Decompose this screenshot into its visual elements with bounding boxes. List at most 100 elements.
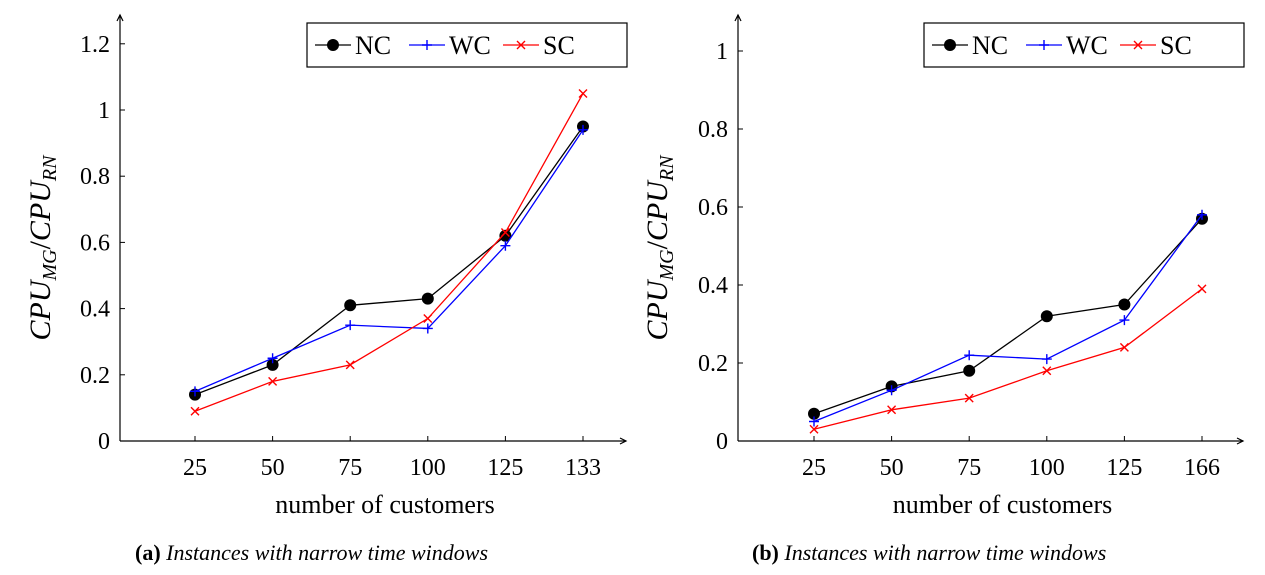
data-point <box>1119 342 1129 352</box>
x-tick-label: 125 <box>1106 455 1142 481</box>
series-WC <box>809 209 1207 427</box>
y-axis-label: CPUMG/CPURN <box>641 154 678 341</box>
legend-box <box>306 22 628 68</box>
series-NC <box>808 212 1208 420</box>
y-axis-label-part: / <box>24 240 57 249</box>
y-tick-label: 0.6 <box>80 230 110 256</box>
y-axis-label-part: RN <box>656 154 678 182</box>
data-point <box>578 124 588 135</box>
series-SC <box>809 284 1207 434</box>
legend-box <box>923 22 1245 68</box>
data-point <box>267 353 278 364</box>
series-line <box>813 288 1203 430</box>
legend-marker <box>422 40 432 50</box>
x-axis-label: number of customers <box>893 490 1113 519</box>
data-point <box>1118 298 1131 311</box>
y-tick-label: 1.2 <box>80 32 110 58</box>
data-point <box>500 240 511 251</box>
series-line <box>813 218 1203 415</box>
panel-caption-text: Instances with narrow time windows <box>165 540 488 565</box>
y-axis-arrow <box>734 13 742 22</box>
x-tick-label: 50 <box>880 455 904 481</box>
x-tick-label: 25 <box>802 455 826 481</box>
legend: NC WC SC <box>923 22 1245 68</box>
data-point <box>1197 284 1207 294</box>
data-point <box>422 323 433 334</box>
legend-label: NC <box>355 31 391 60</box>
y-axis-arrow <box>116 13 124 22</box>
x-tick-label: 166 <box>1184 455 1220 481</box>
y-tick-label: 0.2 <box>80 363 110 389</box>
legend-marker <box>944 39 956 51</box>
data-point <box>1040 310 1053 323</box>
series-WC <box>190 124 588 397</box>
data-point <box>578 88 588 98</box>
data-point <box>345 360 355 370</box>
data-point <box>809 416 819 427</box>
x-tick-label: 75 <box>957 455 981 481</box>
data-point <box>423 314 433 324</box>
x-axis-label: number of customers <box>275 490 495 519</box>
panel-caption: (b) Instances with narrow time windows <box>752 540 1106 565</box>
legend-marker <box>327 39 339 51</box>
x-tick-label: 133 <box>565 455 601 481</box>
y-tick-label: 1 <box>98 98 110 124</box>
data-point <box>500 227 510 237</box>
legend-marker <box>1039 40 1049 50</box>
legend-marker <box>516 40 526 50</box>
x-tick-label: 100 <box>410 455 446 481</box>
x-axis-arrow <box>1236 437 1245 445</box>
x-tick-label: 125 <box>487 455 523 481</box>
data-point <box>1197 209 1207 220</box>
data-point <box>808 407 820 420</box>
legend-label: WC <box>449 31 491 60</box>
legend-label: SC <box>543 31 575 60</box>
data-point <box>345 320 356 331</box>
data-point <box>887 405 897 415</box>
legend-label: SC <box>1160 31 1192 60</box>
y-axis-label-part: / <box>641 240 674 249</box>
y-tick-label: 0.8 <box>80 164 110 190</box>
data-point <box>886 385 897 396</box>
x-tick-label: 75 <box>338 455 362 481</box>
y-axis-label-part: CPU <box>641 179 674 241</box>
y-tick-label: 0.4 <box>698 273 728 299</box>
series-line <box>813 214 1203 423</box>
x-tick-label: 50 <box>261 455 285 481</box>
y-axis-label-part: CPU <box>641 278 674 340</box>
data-point <box>1041 354 1052 365</box>
y-axis-label-part: CPU <box>24 179 57 241</box>
y-axis-label-part: RN <box>39 154 61 182</box>
series-line <box>194 93 584 412</box>
data-point <box>963 364 976 377</box>
y-tick-label: 0 <box>98 429 110 455</box>
data-point <box>266 358 279 371</box>
data-point <box>809 424 819 434</box>
legend: NC WC SC <box>306 22 628 68</box>
y-tick-label: 1 <box>716 39 728 65</box>
chart-panel: 0 0.2 0.4 0.6 0.8 1 1.2 25 50 75 100 125 133 number o… <box>24 13 628 565</box>
panel-caption: (a) Instances with narrow time windows <box>135 540 488 565</box>
legend-label: WC <box>1066 31 1108 60</box>
y-tick-label: 0 <box>716 429 728 455</box>
data-point <box>964 350 975 361</box>
series-line <box>194 129 584 392</box>
x-tick-label: 25 <box>183 455 207 481</box>
panel-label: (b) <box>752 540 784 565</box>
y-tick-label: 0.8 <box>698 117 728 143</box>
x-tick-label: 100 <box>1029 455 1065 481</box>
data-point <box>499 229 512 242</box>
y-axis-label-part: MG <box>39 249 61 282</box>
y-axis-label-part: MG <box>656 249 678 282</box>
panel-label: (a) <box>135 540 166 565</box>
legend-label: NC <box>972 31 1008 60</box>
series-SC <box>190 88 588 416</box>
data-point <box>190 406 200 416</box>
y-axis-label: CPUMG/CPURN <box>24 154 61 341</box>
x-axis-arrow <box>619 437 628 445</box>
data-point <box>268 376 278 386</box>
data-point <box>964 393 974 403</box>
series-line <box>194 126 584 396</box>
data-point <box>1119 315 1130 326</box>
